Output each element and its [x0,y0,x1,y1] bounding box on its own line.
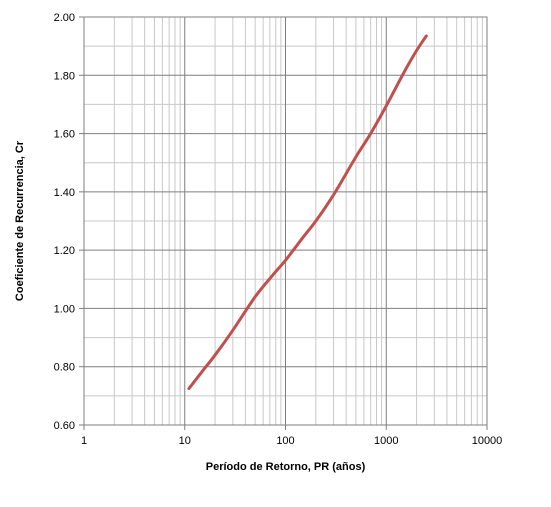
y-tick-label: 2.00 [54,12,75,24]
y-tick-label: 0.80 [54,362,75,374]
x-tick-label: 10 [179,435,191,447]
series-group [187,34,428,391]
y-tick-label: 0.60 [54,420,75,432]
y-axis-title: Coeficiente de Recurrencia, Cr [14,140,26,301]
y-tick-label: 1.40 [54,187,75,199]
x-tick-label: 1000 [374,435,398,447]
y-tick-label: 1.00 [54,303,75,315]
x-tick-label: 10000 [472,435,503,447]
x-tick-label: 100 [276,435,294,447]
series-line-0 [187,34,428,391]
y-tick-label: 1.20 [54,245,75,257]
axes [79,16,488,430]
x-tick-label: 1 [81,435,87,447]
tick-labels: 1 10 100 1000 10000 0.60 0.80 1.00 1.20 1.40 1.60 1… [54,12,503,447]
y-tick-label: 1.60 [54,129,75,141]
x-axis-title: Período de Retorno, PR (años) [206,461,366,473]
grid [83,16,488,426]
y-tick-label: 1.80 [54,70,75,82]
